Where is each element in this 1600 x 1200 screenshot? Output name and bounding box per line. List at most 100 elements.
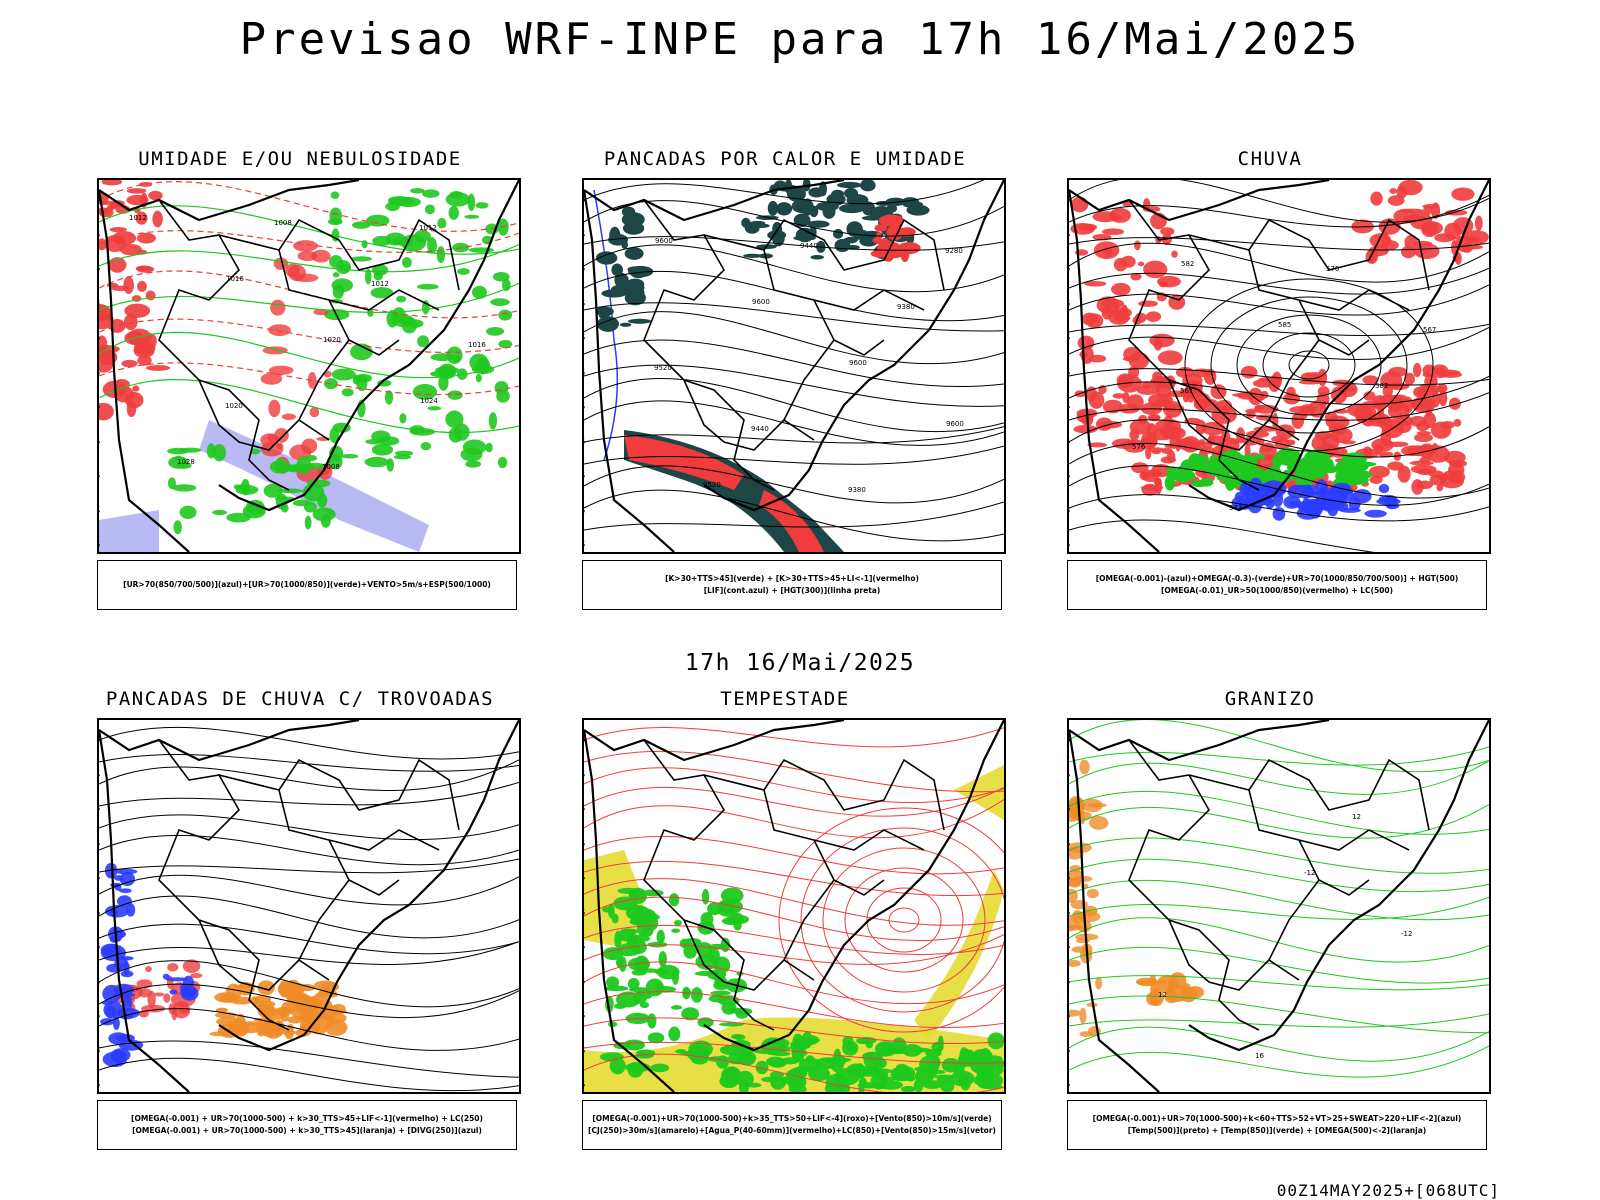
legend-line: [OMEGA(-0.001)-(azul)+OMEGA(-0.3)-(verde… (1095, 574, 1459, 583)
field-patch (268, 324, 291, 337)
field-patch (497, 456, 508, 469)
latitude-tick-label: 30S (1069, 402, 1070, 412)
field-patch (303, 501, 317, 513)
field-patch (721, 917, 744, 926)
field-patch (1286, 386, 1296, 399)
contour-value-label: 1012 (371, 280, 389, 288)
contour-line (99, 318, 519, 353)
field-patch (370, 287, 394, 299)
field-patch (395, 197, 421, 208)
contour-value-label: 12 (1158, 991, 1167, 999)
field-patch (312, 507, 336, 522)
field-patch (673, 919, 682, 926)
contour-line (1069, 804, 1489, 839)
field-patch (257, 980, 275, 996)
field-patch (249, 448, 261, 455)
latitude-tick-label: 24S (99, 333, 100, 343)
field-patch (1412, 362, 1422, 378)
field-patch (1077, 911, 1101, 923)
field-patch (420, 442, 432, 451)
latitude-tick-label: 30S (584, 402, 585, 412)
contour-line (1069, 975, 1489, 991)
field-patch (656, 929, 665, 944)
field-patch (135, 211, 148, 225)
contour-line (99, 362, 519, 396)
field-patch (1309, 499, 1323, 511)
field-patch (1087, 442, 1108, 448)
field-patch (743, 253, 763, 258)
field-patch (1380, 428, 1392, 446)
field-patch (108, 1032, 129, 1045)
contour-line (584, 835, 1004, 875)
coastline (99, 180, 519, 552)
field-patch (637, 287, 645, 300)
field-patch (1193, 398, 1220, 412)
contour-line (99, 754, 519, 772)
field-patch (925, 1049, 942, 1058)
field-patch (145, 365, 171, 371)
field-patch (1101, 228, 1125, 236)
field-patch (611, 263, 623, 277)
latitude-tick-label: 21S (584, 299, 585, 309)
contour-line (584, 426, 1004, 444)
field-patch (99, 238, 108, 251)
contour-line (584, 244, 1004, 293)
field-patch (1400, 245, 1416, 259)
contour-value-label: 12 (1352, 813, 1361, 821)
field-patch (112, 1016, 120, 1031)
field-patch (1166, 450, 1176, 463)
latitude-tick-label: 33S (584, 977, 585, 987)
field-patch (788, 1084, 807, 1092)
field-patch (101, 1000, 114, 1006)
contour-value-label: 9280 (945, 247, 963, 255)
legend-line: [OMEGA(-0.001) + UR>70(1000-500) + k>30_… (132, 1126, 482, 1135)
field-patch (1188, 453, 1202, 469)
field-patch (394, 450, 414, 457)
contour-line (584, 961, 1004, 1005)
field-patch (1409, 415, 1426, 427)
field-patch (619, 322, 632, 327)
legend-box: [OMEGA(-0.001)+UR>70(1000-500)+k>35_TTS>… (582, 1100, 1002, 1150)
field-patch (417, 283, 439, 290)
jet-core (954, 765, 1004, 820)
field-patch (874, 1041, 898, 1057)
field-patch (768, 1058, 787, 1068)
field-patch (278, 488, 303, 494)
field-patch (99, 402, 114, 421)
field-patch (169, 989, 178, 995)
field-patch (421, 189, 440, 198)
contour-line (584, 465, 1004, 504)
field-patch (906, 204, 930, 216)
field-patch (1231, 393, 1254, 398)
field-patch (1086, 888, 1099, 899)
field-patch (1169, 436, 1179, 449)
field-patch (464, 214, 480, 219)
contour-line (1069, 194, 1489, 228)
field-patch (274, 427, 289, 443)
field-patch (1378, 451, 1394, 457)
field-patch (717, 899, 744, 914)
contour-line (584, 445, 1004, 465)
field-patch (225, 983, 242, 1001)
field-patch (298, 984, 316, 992)
field-patch (326, 454, 343, 470)
field-patch (239, 1021, 262, 1026)
field-patch (901, 1085, 916, 1092)
field-patch (1401, 445, 1424, 457)
field-patch (873, 205, 890, 214)
field-patch (486, 326, 505, 336)
field-patch (671, 928, 681, 933)
field-patch (1352, 489, 1372, 504)
field-patch (1072, 909, 1083, 924)
panel-title: PANCADAS POR CALOR E UMIDADE (603, 148, 967, 170)
contour-value-label: -12 (1304, 869, 1315, 877)
field-patch (400, 234, 427, 252)
field-patch (1069, 1009, 1081, 1017)
field-patch (1123, 439, 1147, 453)
contour-line (1069, 519, 1375, 552)
field-patch (631, 908, 657, 925)
contour-line (888, 907, 920, 933)
field-patch (870, 1072, 888, 1090)
latitude-tick-label: 33S (1069, 977, 1070, 987)
field-patch (471, 285, 487, 299)
